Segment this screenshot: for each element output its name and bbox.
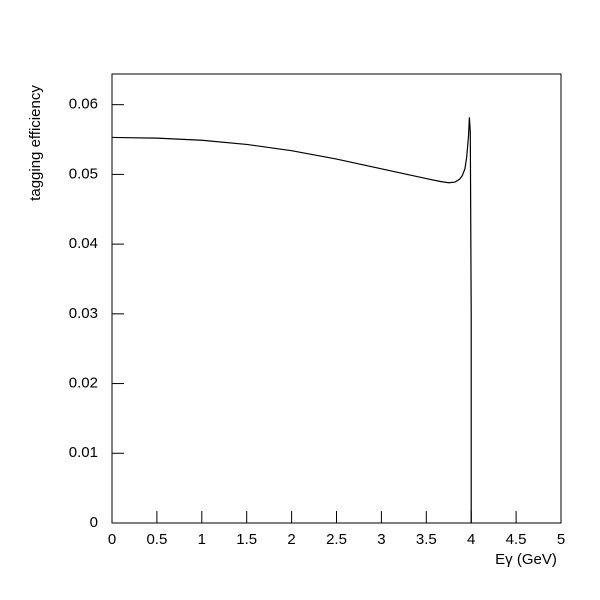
y-tick-label: 0.03 — [69, 305, 98, 322]
y-tick-label: 0.02 — [69, 375, 98, 392]
x-tick-label: 1.5 — [236, 531, 257, 548]
y-tick-label: 0.06 — [69, 96, 98, 113]
x-tick-label: 2.5 — [326, 531, 347, 548]
x-tick-label: 0 — [108, 531, 116, 548]
x-tick-label: 0.5 — [146, 531, 167, 548]
x-tick-label: 5 — [557, 531, 565, 548]
x-tick-label: 1 — [198, 531, 206, 548]
y-axis-label: tagging efficiency — [27, 85, 44, 201]
y-tick-label: 0 — [90, 514, 98, 531]
x-tick-label: 3 — [377, 531, 385, 548]
x-axis-label: Eγ (GeV) — [495, 551, 557, 568]
x-tick-label: 3.5 — [416, 531, 437, 548]
x-tick-label: 4.5 — [506, 531, 527, 548]
y-tick-label: 0.04 — [69, 235, 98, 252]
data-line — [111, 117, 472, 523]
x-tick-label: 2 — [287, 531, 295, 548]
plot-frame — [111, 73, 562, 524]
x-tick-label: 4 — [467, 531, 475, 548]
y-tick-label: 0.05 — [69, 165, 98, 182]
y-tick-label: 0.01 — [69, 444, 98, 461]
